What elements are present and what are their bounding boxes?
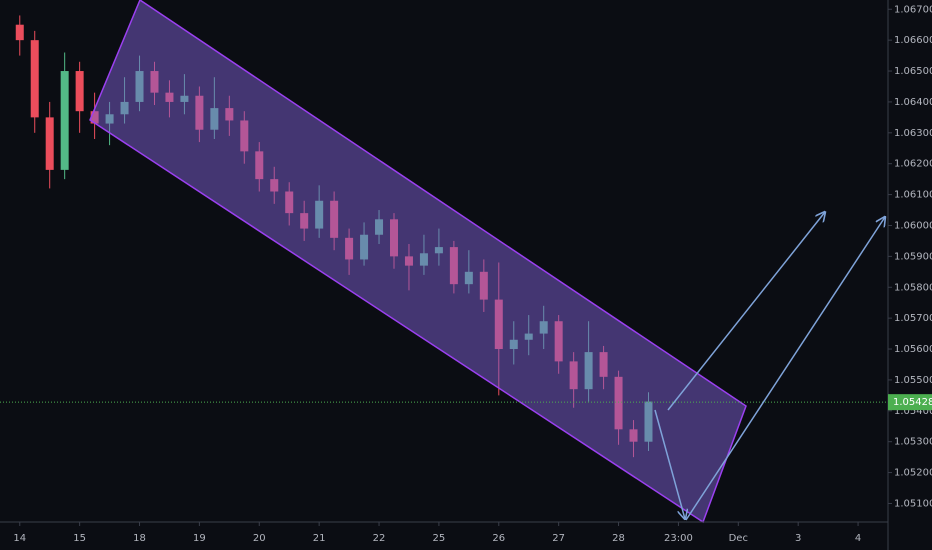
arrow [685, 217, 885, 521]
arrow-drawings [654, 212, 885, 521]
y-tick-label: 1.06200 [894, 159, 932, 170]
x-tick-label: 22 [373, 533, 386, 544]
candle-body [30, 40, 39, 118]
x-tick-label: 19 [193, 533, 206, 544]
x-tick-label: Dec [729, 533, 748, 544]
candle-body [15, 24, 24, 41]
y-tick-label: 1.06600 [894, 35, 932, 46]
x-tick-label: 18 [133, 533, 146, 544]
y-tick-label: 1.06000 [894, 220, 932, 231]
x-tick-label: 14 [13, 533, 26, 544]
x-tick-label: 20 [253, 533, 266, 544]
arrow [654, 409, 685, 519]
x-tick-label: 15 [73, 533, 86, 544]
y-tick-label: 1.06400 [894, 97, 932, 108]
candle-body [60, 71, 69, 170]
y-tick-label: 1.05300 [894, 437, 932, 448]
y-tick-label: 1.05900 [894, 251, 932, 262]
y-tick-label: 1.06100 [894, 190, 932, 201]
y-tick-label: 1.05200 [894, 468, 932, 479]
y-tick-label: 1.05600 [894, 344, 932, 355]
x-tick-label: 26 [492, 533, 505, 544]
x-tick-label: 3 [795, 533, 801, 544]
y-tick-label: 1.06700 [894, 4, 932, 15]
x-tick-label: 25 [433, 533, 446, 544]
candle-body [75, 71, 84, 112]
candle-body [45, 117, 54, 170]
y-tick-label: 1.05700 [894, 313, 932, 324]
x-tick-label: 27 [552, 533, 565, 544]
y-tick-label: 1.05100 [894, 498, 932, 509]
y-tick-label: 1.06300 [894, 128, 932, 139]
arrow [667, 212, 825, 411]
axes: 1.05100 1.05200 1.05300 1.05400 1.05500 1.056… [13, 4, 932, 544]
x-tick-label: 21 [313, 533, 326, 544]
y-tick-label: 1.05500 [894, 375, 932, 386]
last-price-label: 1.05428 [893, 397, 932, 408]
x-tick-label: 4 [855, 533, 861, 544]
y-tick-label: 1.06500 [894, 66, 932, 77]
y-tick-label: 1.05400 [894, 406, 932, 417]
x-tick-label: 23:00 [664, 533, 693, 544]
x-tick-label: 28 [612, 533, 625, 544]
y-tick-label: 1.05800 [894, 282, 932, 293]
last-price-badge [888, 394, 932, 411]
